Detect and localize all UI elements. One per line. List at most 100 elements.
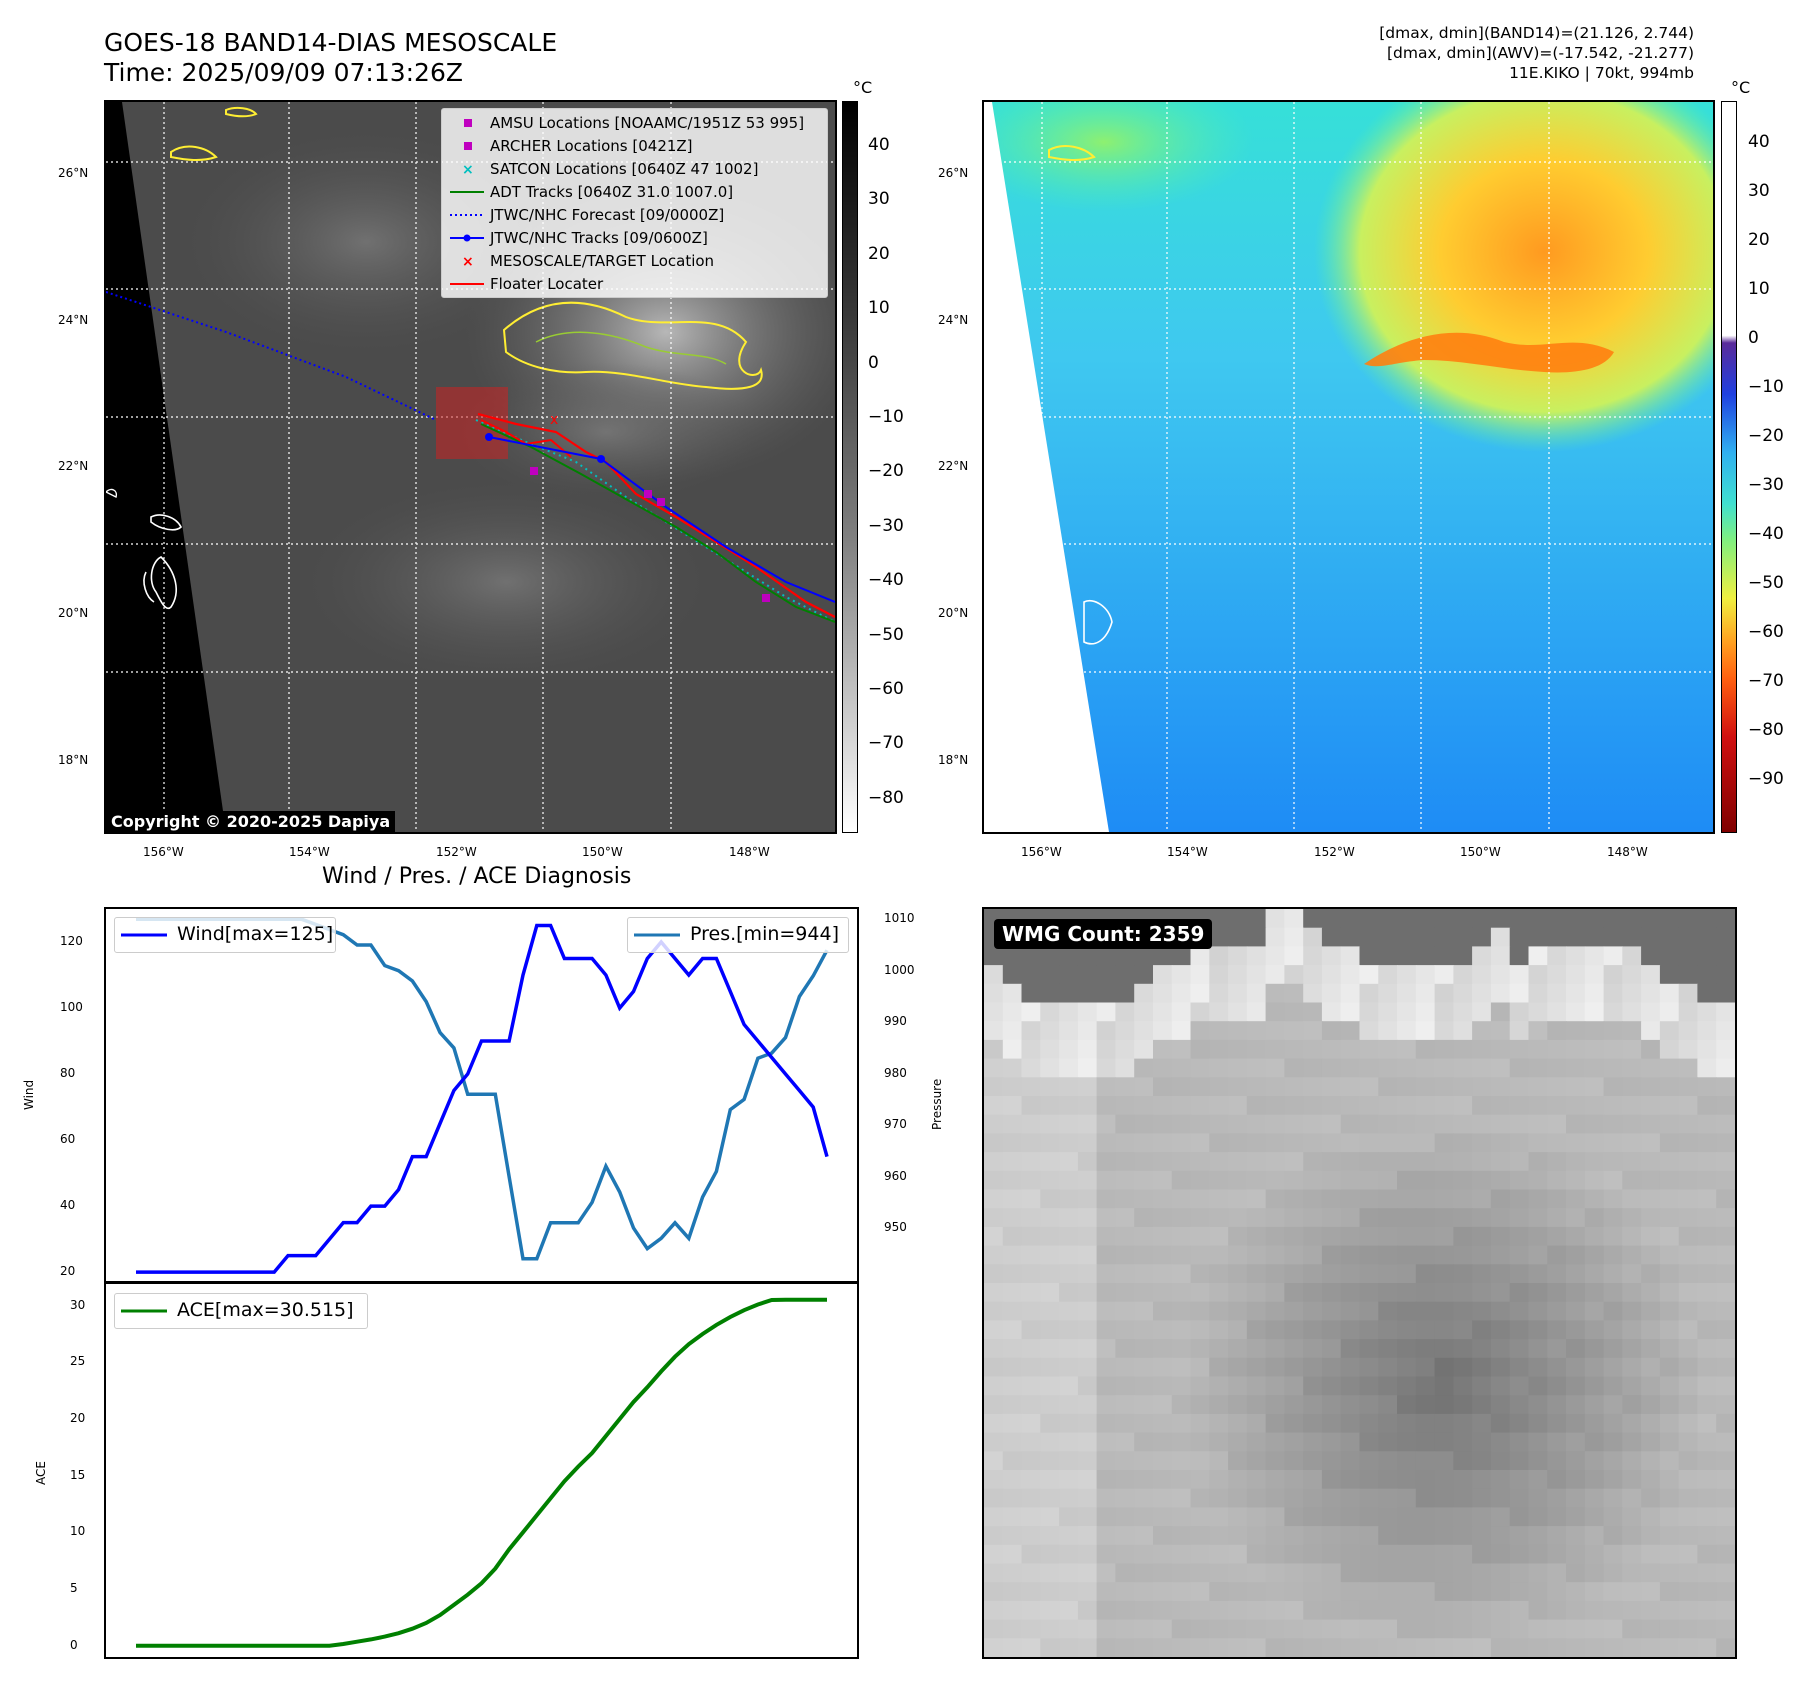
wind-pressure-plot [136, 917, 829, 1274]
lat-tick: 26°N [938, 166, 969, 180]
lat-tick: 20°N [58, 606, 89, 620]
legend-item-jtwc-tracks: JTWC/NHC Tracks [09/0600Z] [442, 228, 827, 248]
gray-colorbar-tick: −10 [868, 407, 904, 427]
amsu-marker [530, 467, 538, 475]
wind-axis-tick: 40 [60, 1198, 76, 1213]
wind-axis-tick: 20 [60, 1264, 76, 1279]
gray-colorbar-tick: −60 [868, 679, 904, 699]
lat-tick: 26°N [58, 166, 89, 180]
lon-tick: 150°W [1460, 845, 1501, 859]
wind-legend: Wind[max=125] [114, 917, 336, 953]
wind-axis-tick: 60 [60, 1132, 76, 1147]
pressure-series-line [136, 917, 829, 1261]
pressure-legend: Pres.[min=944] [627, 917, 849, 953]
color-colorbar-tick: −70 [1748, 671, 1784, 691]
gray-colorbar [842, 101, 858, 833]
wmg-panel: WMG Count: 2359 [982, 907, 1737, 1659]
lon-tick: 156°W [1021, 845, 1062, 859]
color-colorbar-unit: °C [1731, 78, 1751, 97]
forecast-track [106, 291, 437, 421]
lon-tick: 148°W [729, 845, 770, 859]
mesoscale-target-box [436, 387, 508, 459]
gray-colorbar-tick: 10 [868, 298, 890, 319]
lon-tick: 148°W [1607, 845, 1648, 859]
wind-series-line [136, 923, 829, 1274]
wind-axis-tick: 120 [60, 934, 83, 948]
lat-tick: 24°N [58, 313, 89, 327]
diagnosis-chart-title: Wind / Pres. / ACE Diagnosis [322, 864, 632, 889]
legend-item-satcon: × SATCON Locations [0640Z 47 1002] [462, 160, 759, 178]
lon-tick: 150°W [582, 845, 623, 859]
lon-tick: 156°W [143, 845, 184, 859]
lon-tick: 154°W [1167, 845, 1208, 859]
color-colorbar-tick: 40 [1748, 132, 1770, 152]
lon-tick: 154°W [289, 845, 330, 859]
figure-time: Time: 2025/09/09 07:13:26Z [104, 58, 463, 87]
gray-colorbar-tick: −20 [868, 461, 904, 482]
color-colorbar-tick: −20 [1748, 426, 1784, 446]
legend-item-forecast: JTWC/NHC Forecast [09/0000Z] [450, 206, 725, 224]
gray-colorbar-tick: 0 [868, 352, 879, 373]
color-colorbar-tick: −60 [1748, 622, 1784, 642]
pressure-axis-tick: 1010 [884, 911, 915, 926]
gray-colorbar-tick: −40 [868, 570, 904, 591]
gray-colorbar-tick: −80 [868, 787, 904, 808]
wind-pressure-panel: Wind[max=125] Pres.[min=944] [104, 907, 859, 1284]
pressure-axis-tick: 1000 [884, 962, 915, 977]
wind-axis-tick: 80 [60, 1066, 76, 1081]
pressure-axis-tick: 990 [884, 1014, 907, 1029]
color-colorbar [1721, 101, 1737, 833]
ace-series-line [136, 1297, 827, 1648]
archer-marker [644, 490, 652, 498]
svg-text:×: × [462, 254, 474, 269]
ace-axis-tick: 15 [70, 1467, 86, 1482]
gray-colorbar-tick: 30 [868, 189, 890, 210]
lat-tick: 24°N [938, 313, 969, 327]
map-legend: AMSU Locations [NOAAMC/1951Z 53 995] ARC… [441, 108, 828, 298]
lon-tick: 152°W [436, 845, 477, 859]
wmg-image [984, 909, 1735, 1657]
figure-title: GOES-18 BAND14-DIAS MESOSCALE [104, 28, 558, 57]
wind-axis-label: Wind [22, 1079, 36, 1110]
lat-tick: 18°N [938, 753, 969, 767]
gray-colorbar-tick: −70 [868, 733, 904, 754]
lat-tick: 22°N [938, 459, 969, 473]
awv-map-grid [984, 102, 1713, 832]
legend-item-adt: ADT Tracks [0640Z 31.0 1007.0] [450, 183, 734, 201]
ace-plot [136, 1297, 827, 1648]
wind-axis-tick: 100 [60, 1000, 83, 1015]
color-colorbar-tick: −50 [1748, 573, 1784, 593]
ace-axis-tick: 20 [70, 1411, 86, 1425]
ace-axis-tick: 30 [70, 1297, 86, 1312]
ace-axis-label: ACE [34, 1461, 48, 1485]
pressure-axis-tick: 950 [884, 1219, 907, 1234]
color-colorbar-tick: 30 [1748, 181, 1770, 201]
wmg-count-badge: WMG Count: 2359 [994, 919, 1213, 949]
color-colorbar-tick: −30 [1748, 475, 1784, 495]
legend-item-floater: Floater Locater [450, 275, 604, 293]
legend-item-archer: ARCHER Locations [0421Z] [442, 136, 827, 156]
jtwc-track [488, 436, 835, 603]
adt-track [480, 423, 835, 623]
svg-text:x: x [550, 412, 558, 428]
lon-tick: 152°W [1314, 845, 1355, 859]
color-colorbar-tick: −10 [1748, 377, 1784, 397]
lat-tick: 18°N [58, 753, 89, 767]
gray-colorbar-tick: 40 [868, 135, 890, 155]
awv-map-image [984, 102, 1713, 832]
ace-axis-tick: 25 [70, 1354, 86, 1369]
gray-colorbar-tick: −50 [868, 624, 904, 645]
lat-tick: 22°N [58, 459, 89, 473]
ace-axis-tick: 0 [70, 1637, 78, 1652]
legend-item-mesoscale: × MESOSCALE/TARGET Location [462, 252, 715, 270]
color-colorbar-tick: −90 [1748, 769, 1784, 789]
ace-legend: ACE[max=30.515] [114, 1293, 368, 1329]
pressure-axis-tick: 970 [884, 1117, 907, 1132]
ace-axis-tick: 10 [70, 1524, 86, 1539]
floater-track [477, 412, 835, 618]
amsu-marker [762, 594, 770, 602]
color-colorbar-tick: 20 [1748, 230, 1770, 250]
gray-colorbar-tick: −30 [868, 515, 904, 536]
color-colorbar-tick: −80 [1748, 720, 1784, 740]
lat-tick: 20°N [938, 606, 969, 620]
